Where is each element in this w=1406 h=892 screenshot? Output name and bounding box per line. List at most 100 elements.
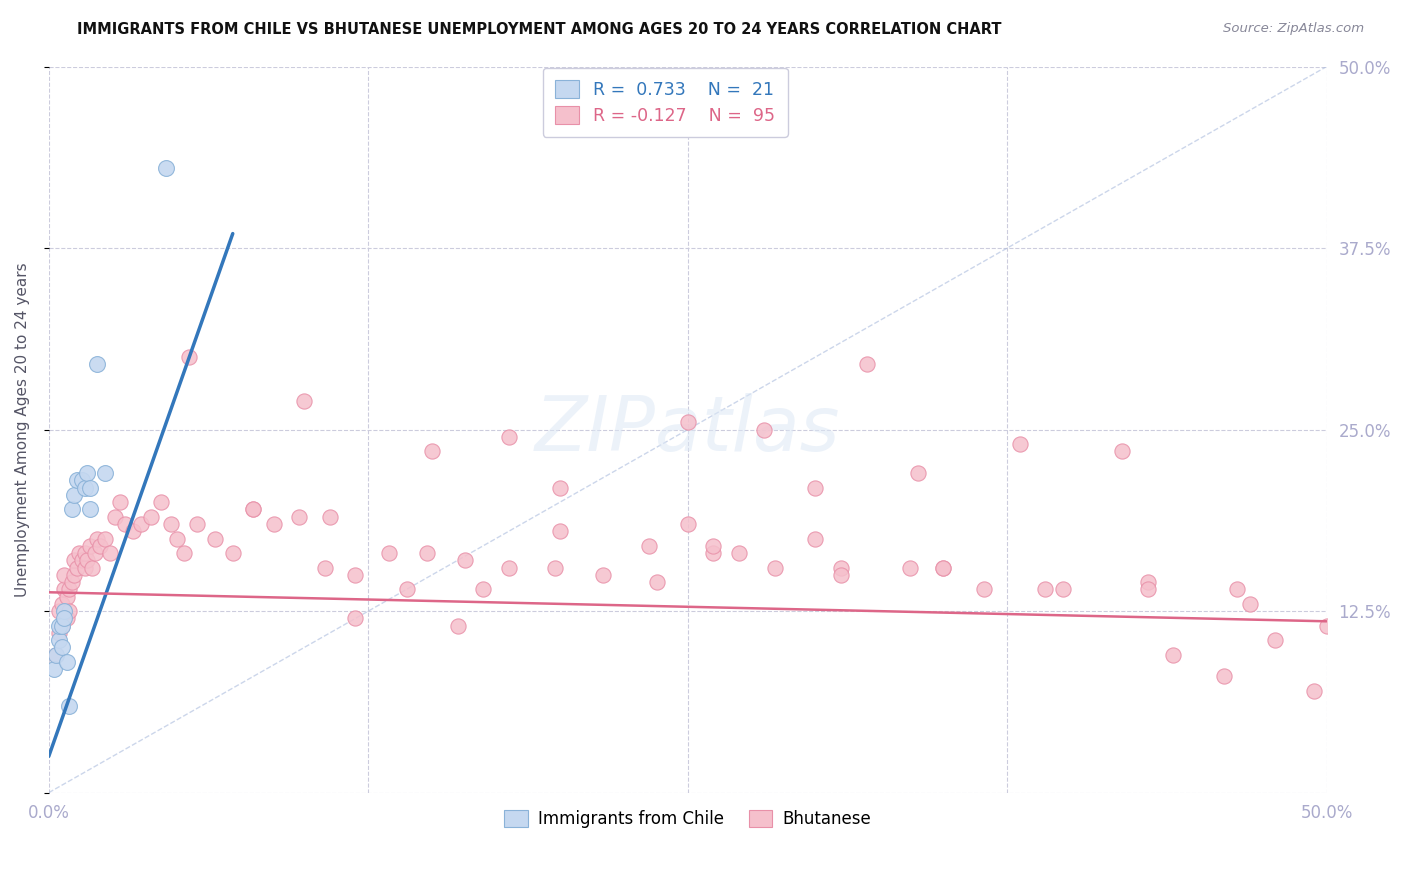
Point [79, 481, 101, 495]
Point [60, 502, 83, 516]
Point [420, 444, 443, 458]
Point [186, 516, 208, 531]
Point [55, 655, 77, 669]
Text: IMMIGRANTS FROM CHILE VS BHUTANESE UNEMPLOYMENT AMONG AGES 20 TO 24 YEARS CORREL: IMMIGRANTS FROM CHILE VS BHUTANESE UNEMP… [77, 22, 1002, 37]
Point [319, 509, 342, 524]
Point [94, 466, 117, 480]
Point [45, 648, 67, 662]
Point [51, 597, 73, 611]
Point [1302, 684, 1324, 698]
Point [53, 611, 76, 625]
Point [645, 575, 668, 590]
Point [51, 618, 73, 632]
Point [42, 662, 65, 676]
Point [48, 633, 70, 648]
Point [66, 560, 89, 574]
Point [155, 161, 177, 176]
Point [76, 553, 98, 567]
Point [1213, 669, 1236, 683]
Point [548, 481, 571, 495]
Point [804, 481, 827, 495]
Point [446, 618, 468, 632]
Point [395, 582, 418, 597]
Point [377, 546, 399, 560]
Point [288, 509, 311, 524]
Point [454, 553, 477, 567]
Point [58, 604, 80, 618]
Point [1239, 597, 1261, 611]
Point [63, 567, 86, 582]
Point [344, 567, 367, 582]
Point [160, 516, 183, 531]
Point [166, 532, 188, 546]
Point [498, 560, 520, 574]
Y-axis label: Unemployment Among Ages 20 to 24 years: Unemployment Among Ages 20 to 24 years [15, 262, 30, 597]
Point [104, 509, 127, 524]
Point [179, 350, 201, 364]
Point [51, 640, 73, 655]
Point [1052, 582, 1074, 597]
Text: Source: ZipAtlas.com: Source: ZipAtlas.com [1223, 22, 1364, 36]
Point [1111, 444, 1133, 458]
Point [58, 698, 80, 713]
Point [1226, 582, 1249, 597]
Point [1264, 633, 1286, 648]
Point [804, 532, 827, 546]
Point [89, 539, 111, 553]
Point [1136, 575, 1159, 590]
Point [66, 474, 89, 488]
Point [344, 611, 367, 625]
Point [55, 590, 77, 604]
Point [754, 423, 776, 437]
Point [204, 532, 226, 546]
Point [498, 430, 520, 444]
Text: ZIPatlas: ZIPatlas [534, 392, 841, 467]
Point [472, 582, 495, 597]
Point [94, 532, 117, 546]
Point [70, 553, 93, 567]
Point [73, 481, 96, 495]
Point [702, 546, 724, 560]
Point [314, 560, 336, 574]
Point [1316, 618, 1339, 632]
Point [242, 502, 264, 516]
Point [592, 567, 614, 582]
Point [830, 560, 852, 574]
Point [110, 495, 132, 509]
Point [53, 567, 76, 582]
Point [548, 524, 571, 539]
Point [932, 560, 955, 574]
Point [86, 532, 108, 546]
Point [48, 604, 70, 618]
Point [53, 604, 76, 618]
Point [51, 618, 73, 632]
Point [150, 495, 173, 509]
Point [907, 466, 929, 480]
Point [676, 416, 699, 430]
Point [222, 546, 245, 560]
Point [114, 516, 136, 531]
Point [63, 488, 86, 502]
Point [702, 539, 724, 553]
Point [76, 466, 98, 480]
Point [676, 516, 699, 531]
Point [1161, 648, 1184, 662]
Point [638, 539, 661, 553]
Point [763, 560, 786, 574]
Point [73, 560, 96, 574]
Point [1136, 582, 1159, 597]
Point [55, 611, 77, 625]
Point [48, 626, 70, 640]
Point [898, 560, 921, 574]
Point [416, 546, 439, 560]
Point [173, 546, 195, 560]
Point [1035, 582, 1057, 597]
Point [830, 567, 852, 582]
Point [48, 618, 70, 632]
Point [70, 474, 93, 488]
Point [67, 546, 90, 560]
Point [932, 560, 955, 574]
Point [855, 357, 877, 371]
Point [292, 393, 315, 408]
Legend: Immigrants from Chile, Bhutanese: Immigrants from Chile, Bhutanese [498, 804, 877, 835]
